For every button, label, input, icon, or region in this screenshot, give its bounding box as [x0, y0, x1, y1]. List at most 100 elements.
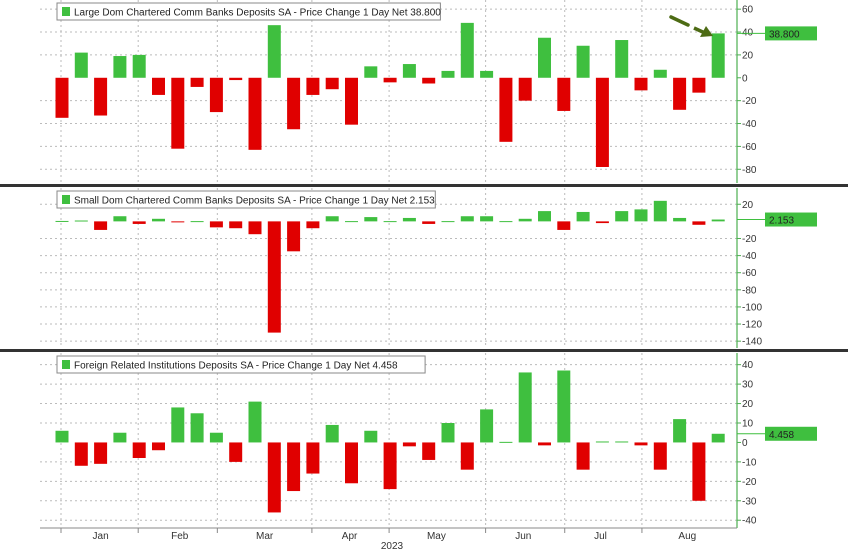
bar — [209, 432, 223, 443]
y-tick-label: -40 — [742, 516, 757, 527]
bar — [364, 217, 378, 222]
bar — [711, 219, 725, 222]
bar — [460, 216, 474, 222]
legend-label: Foreign Related Institutions Deposits SA… — [74, 361, 398, 372]
bar — [306, 442, 320, 474]
y-tick-label: 20 — [742, 50, 754, 61]
bar — [152, 77, 165, 95]
bar — [74, 52, 88, 78]
y-tick-label: -80 — [742, 165, 757, 176]
bar — [595, 77, 609, 167]
bar — [653, 69, 667, 78]
y-tick-label: 10 — [742, 419, 754, 430]
bar — [576, 45, 590, 78]
bar — [595, 221, 609, 224]
y-tick-label: 20 — [742, 399, 754, 410]
bar — [74, 442, 88, 466]
y-tick-label: -40 — [742, 119, 757, 130]
bar — [692, 221, 706, 225]
bar — [113, 216, 127, 222]
bar — [402, 217, 416, 222]
bar — [557, 370, 571, 443]
month-label: May — [427, 531, 446, 542]
bar — [190, 77, 204, 87]
bar — [615, 40, 629, 78]
bar — [74, 220, 88, 222]
last-value-box — [765, 26, 817, 41]
bar — [94, 442, 108, 464]
bar — [132, 221, 146, 224]
bar — [518, 218, 532, 222]
bar — [229, 442, 243, 462]
bar — [325, 424, 339, 443]
bar — [673, 419, 687, 443]
bar — [692, 77, 706, 93]
bar — [615, 441, 629, 443]
legend-swatch — [62, 195, 70, 204]
month-label: Jun — [515, 531, 531, 542]
bar — [538, 37, 551, 78]
chart-panel-3: 40 30 20 10 0 -10 -20 -30 -40 4.458 Foreign Relate… — [40, 353, 817, 528]
y-tick-label: 60 — [742, 5, 754, 16]
month-label: Jan — [93, 531, 109, 542]
bar — [634, 77, 648, 91]
bar — [94, 221, 108, 230]
bar — [441, 70, 455, 78]
bar — [229, 77, 243, 81]
panel-separator — [0, 349, 848, 352]
bar — [711, 433, 725, 443]
bar — [287, 221, 301, 252]
x-axis: 2023 Jan Feb Mar Apr May Jun Jul Aug — [40, 527, 737, 552]
bar — [480, 409, 494, 443]
y-tick-label: -20 — [742, 234, 757, 245]
bar — [229, 221, 243, 229]
bar — [113, 56, 127, 78]
y-tick-label: -20 — [742, 96, 757, 107]
y-tick-label: -140 — [742, 337, 762, 348]
y-tick-label: -30 — [742, 496, 757, 507]
bar — [480, 70, 494, 78]
bar — [653, 200, 667, 222]
bar — [171, 407, 185, 443]
bar — [673, 77, 687, 110]
bar — [711, 33, 725, 78]
bar — [422, 77, 436, 84]
bar — [383, 77, 397, 83]
bar — [55, 430, 69, 443]
y-tick-label: -80 — [742, 285, 757, 296]
bar — [576, 211, 590, 222]
y-tick-label: -60 — [742, 142, 757, 153]
bar — [132, 54, 146, 78]
bar — [171, 221, 185, 223]
bar — [422, 221, 436, 224]
bar — [518, 372, 532, 443]
bar — [402, 64, 416, 78]
bar — [499, 441, 513, 443]
bar — [209, 77, 223, 113]
bar — [345, 442, 358, 484]
y-tick-label: -120 — [742, 320, 762, 331]
bar — [615, 211, 629, 222]
bar — [209, 221, 223, 228]
legend-box — [56, 355, 426, 374]
bar — [248, 401, 262, 443]
panel-separator — [0, 184, 848, 187]
bar — [190, 221, 204, 223]
bar — [325, 77, 339, 90]
bar — [441, 423, 455, 443]
bar — [152, 218, 165, 222]
y-tick-label: -20 — [742, 477, 757, 488]
y-tick-label: -100 — [742, 302, 762, 313]
bar — [538, 211, 551, 222]
bar — [441, 221, 455, 223]
legend-swatch — [62, 7, 70, 16]
y-tick-label: 40 — [742, 360, 754, 371]
month-label: Jul — [594, 531, 607, 542]
month-label: Apr — [342, 531, 358, 542]
last-value-label: 4.458 — [769, 430, 794, 441]
bar — [248, 221, 262, 235]
arrow-annotation — [669, 15, 713, 37]
bar — [364, 66, 378, 78]
bar — [306, 221, 320, 229]
